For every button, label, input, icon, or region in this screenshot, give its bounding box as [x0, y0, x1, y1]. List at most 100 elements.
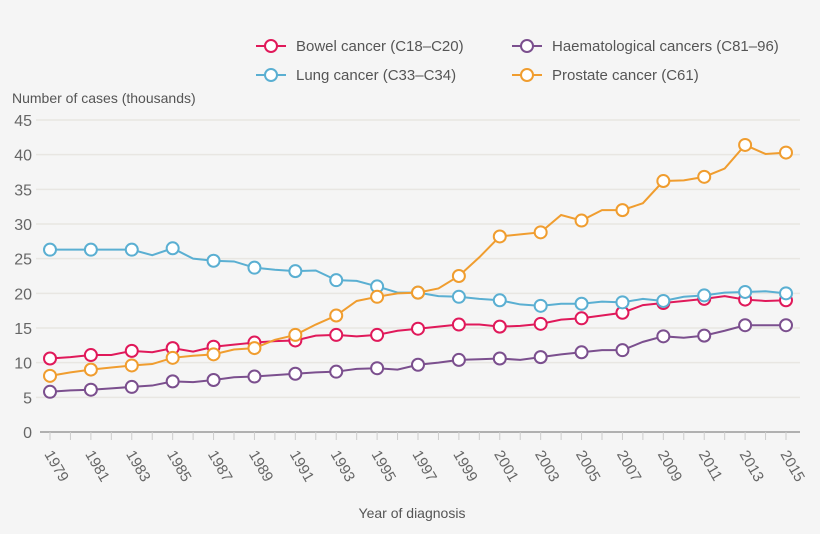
data-point	[697, 169, 712, 184]
data-point	[492, 293, 507, 308]
data-point	[370, 361, 385, 376]
data-point	[124, 343, 139, 358]
data-point	[165, 241, 180, 256]
data-point	[288, 366, 303, 381]
x-tick-label: 1995	[368, 448, 399, 485]
data-point	[288, 264, 303, 279]
data-point	[451, 269, 466, 283]
data-point	[779, 318, 793, 333]
series-lung	[43, 241, 793, 313]
data-point	[533, 316, 548, 331]
y-tick-label: 10	[14, 356, 32, 373]
legend-item: Bowel cancer (C18–C20)	[256, 38, 464, 55]
legend: Bowel cancer (C18–C20) Haematological can…	[256, 38, 779, 84]
legend-marker	[520, 68, 534, 82]
x-tick-label: 1979	[41, 448, 72, 485]
data-point	[574, 213, 589, 228]
data-point	[451, 289, 466, 304]
x-tick-label: 2003	[531, 448, 562, 485]
data-point	[779, 286, 793, 301]
data-point	[451, 352, 466, 367]
data-point	[656, 329, 671, 344]
x-tick-label: 1993	[327, 448, 358, 485]
data-point	[492, 229, 507, 244]
data-point	[329, 327, 344, 342]
data-point	[83, 242, 98, 257]
legend-item: Prostate cancer (C61)	[512, 67, 699, 84]
y-tick-label: 30	[14, 217, 32, 234]
series-lines	[43, 137, 793, 399]
x-tick-label: 1991	[286, 448, 317, 485]
x-tick-label: 1985	[163, 448, 194, 485]
axes: 0 5 10 15 20 25 30 35 40 45 1979 1981 1983 1985 1987 19…	[14, 113, 808, 485]
legend-marker	[264, 39, 278, 53]
x-tick-label: 2011	[695, 448, 726, 484]
data-point	[206, 347, 221, 362]
data-point	[656, 174, 671, 189]
y-tick-label: 0	[23, 425, 32, 442]
data-point	[492, 351, 507, 366]
legend-label: Haematological cancers (C81–96)	[552, 38, 779, 55]
data-point	[370, 289, 385, 304]
legend-label: Lung cancer (C33–C34)	[296, 67, 456, 84]
data-point	[83, 348, 98, 363]
x-tick-label: 1989	[245, 448, 276, 485]
data-point	[43, 351, 57, 366]
data-point	[165, 350, 180, 365]
data-point	[533, 350, 548, 365]
legend-label: Prostate cancer (C61)	[552, 67, 699, 84]
data-point	[411, 285, 425, 300]
data-point	[288, 327, 303, 342]
x-tick-label: 2015	[777, 448, 808, 485]
data-point	[124, 379, 139, 394]
x-tick-label: 2013	[736, 448, 767, 485]
data-point	[247, 369, 262, 384]
data-point	[124, 358, 139, 373]
series-haematological	[43, 318, 793, 399]
data-point	[329, 273, 344, 288]
y-axis-label: Number of cases (thousands)	[12, 90, 196, 106]
x-tick-label: 1997	[409, 448, 440, 485]
data-point	[43, 368, 57, 383]
data-point	[247, 341, 262, 356]
data-point	[779, 145, 793, 160]
data-point	[451, 317, 466, 332]
legend-item: Haematological cancers (C81–96)	[512, 38, 779, 55]
data-point	[43, 242, 57, 257]
data-point	[83, 362, 98, 377]
x-axis-label: Year of diagnosis	[359, 505, 466, 521]
data-point	[206, 373, 221, 387]
y-tick-label: 40	[14, 148, 32, 165]
legend-item: Lung cancer (C33–C34)	[256, 67, 456, 84]
legend-marker	[520, 39, 534, 53]
data-point	[738, 284, 753, 299]
data-point	[411, 357, 425, 372]
x-tick-label: 2005	[572, 448, 603, 485]
x-tick-label: 2009	[654, 448, 685, 485]
data-point	[738, 137, 753, 152]
y-tick-label: 5	[23, 390, 32, 407]
x-tick-label: 2001	[490, 448, 521, 485]
data-point	[165, 374, 180, 389]
series-prostate	[43, 137, 793, 383]
x-tick-label: 1983	[122, 448, 153, 485]
legend-marker	[264, 68, 278, 82]
y-tick-label: 20	[14, 286, 32, 303]
data-point	[533, 298, 548, 313]
data-point	[533, 225, 548, 240]
data-point	[574, 296, 589, 311]
data-point	[247, 260, 262, 275]
data-point	[329, 308, 344, 323]
data-point	[411, 321, 425, 336]
data-point	[656, 293, 671, 308]
data-point	[370, 327, 385, 342]
data-point	[697, 328, 712, 343]
data-point	[329, 364, 344, 379]
data-point	[43, 384, 57, 399]
data-point	[574, 345, 589, 360]
data-point	[206, 253, 221, 268]
data-point	[697, 288, 712, 303]
x-tick-label: 1999	[449, 448, 480, 485]
y-tick-label: 15	[14, 321, 32, 338]
